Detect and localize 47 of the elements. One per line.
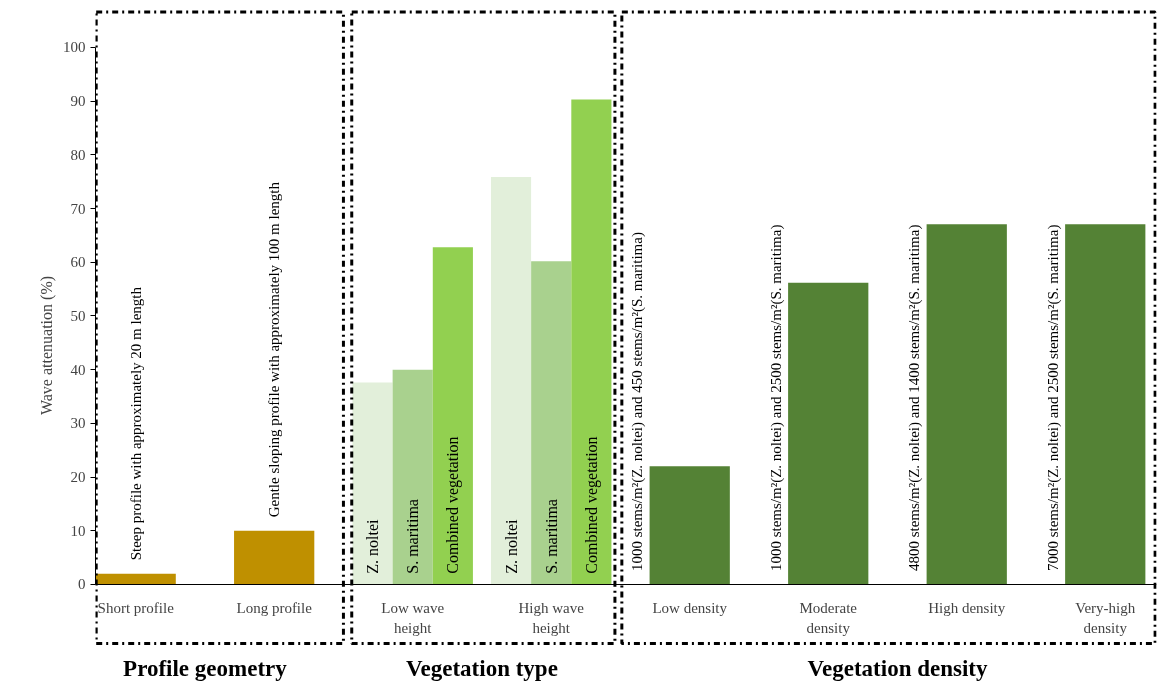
bar — [926, 224, 1007, 585]
series-label: Combined vegetation — [444, 436, 463, 574]
annotation: Gentle sloping profile with approximately 100 m length — [266, 181, 283, 518]
y-tick-label: 90 — [70, 93, 86, 110]
text: Vegetation density — [807, 656, 988, 682]
x-tick-label: Short profile — [97, 600, 175, 617]
x-tick-label: Low density — [652, 600, 728, 617]
y-tick-label: 80 — [70, 146, 86, 163]
annotation: 1000 stems/m²(Z. noltei) and 2500 stems/m²(S. maritima) — [767, 224, 785, 572]
text: S. maritima — [542, 499, 560, 574]
bar — [95, 573, 176, 585]
bar — [234, 530, 315, 585]
y-tick-label: 40 — [70, 361, 86, 378]
annotation: 7000 stems/m²(Z. noltei) and 2500 stems/m²(S. maritima) — [1044, 224, 1062, 572]
y-tick-label: 30 — [70, 415, 86, 432]
bar — [432, 247, 473, 585]
y-tick-label: 10 — [70, 522, 86, 539]
bar — [571, 99, 612, 585]
x-tick-label: Long profile — [236, 600, 313, 617]
text: Combined vegetation — [582, 436, 600, 574]
y-tick-label: 20 — [70, 469, 86, 486]
x-tick-label: High wave height — [518, 600, 585, 636]
y-tick-label: 70 — [70, 200, 86, 217]
bar — [788, 282, 869, 585]
x-tick-label: Very-high density — [1075, 600, 1136, 636]
bar — [352, 382, 393, 585]
y-tick-label: 50 — [70, 307, 86, 324]
y-tick-label: 60 — [70, 254, 86, 271]
annotation: 4800 stems/m²(Z. noltei) and 1400 stems/m²(S. maritima) — [906, 224, 924, 572]
bar — [1065, 224, 1146, 585]
series-label: Z. noltei — [364, 518, 382, 574]
text: Vegetation type — [406, 656, 558, 682]
annotation: Steep profile with approximately 20 m length — [127, 286, 144, 561]
y-tick-label: 0 — [78, 576, 86, 593]
bar — [531, 261, 572, 585]
annotation: 1000 stems/m²(Z. noltei) and 450 stems/m²(S. maritima) — [629, 232, 647, 572]
bar — [392, 369, 433, 585]
series-label: S. maritima — [404, 499, 422, 574]
y-axis-title: Wave attenuation (%) — [38, 275, 56, 416]
bar — [490, 176, 532, 585]
x-tick-label: High density — [928, 600, 1006, 617]
y-tick-label: 100 — [63, 39, 86, 56]
x-tick-label: Low wave height — [381, 600, 445, 636]
text: Profile geometry — [123, 656, 288, 682]
bar — [649, 466, 730, 585]
x-tick-label: Moderate density — [799, 600, 858, 636]
text: Z. noltei — [502, 519, 520, 574]
